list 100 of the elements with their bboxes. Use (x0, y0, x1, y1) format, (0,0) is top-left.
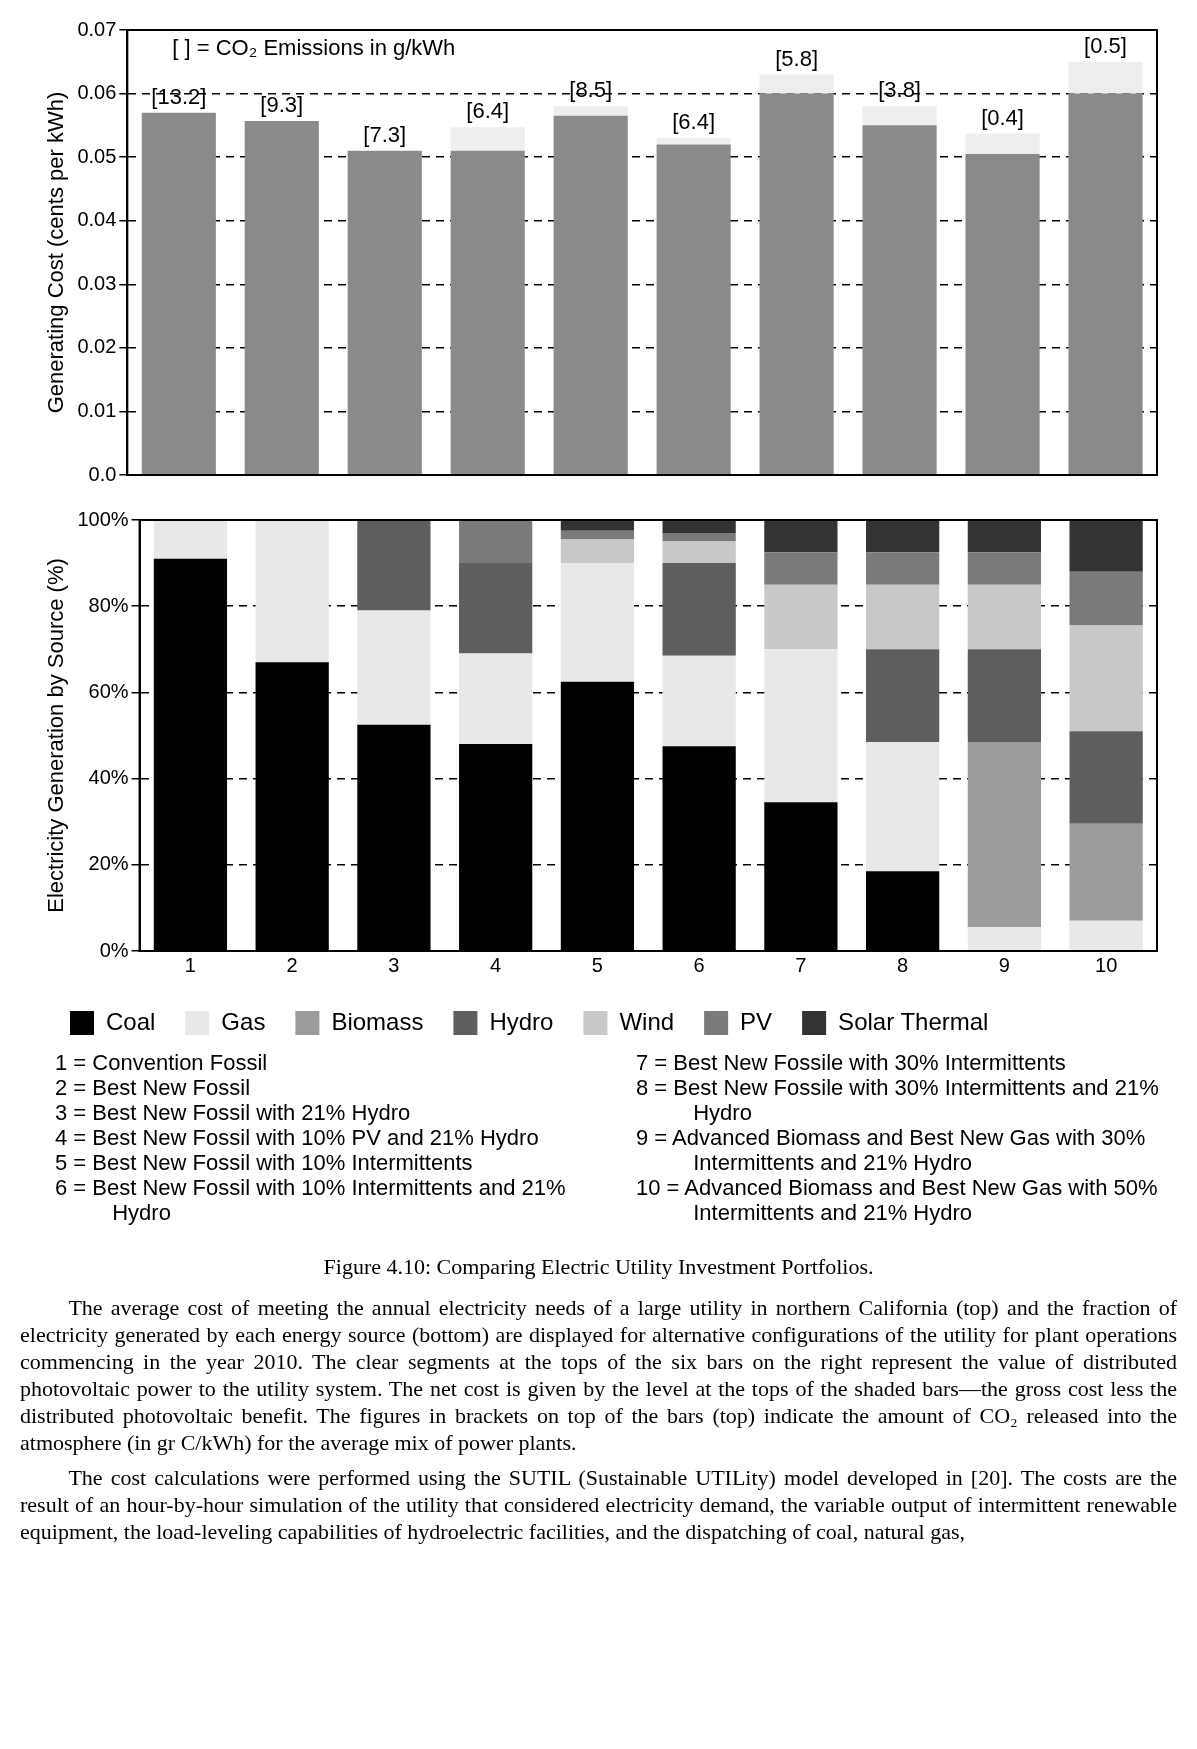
bar (244, 120, 319, 475)
text: 6 = Best New Fossil with 10% Intermittents and 21% Hydro (55, 1175, 567, 1225)
annotation: [13.2] (151, 83, 207, 109)
bar (450, 150, 525, 475)
x-tick-label: 4 (490, 953, 502, 976)
bar (357, 610, 431, 725)
y-tick-label: 60% (88, 679, 129, 702)
text: Figure 4.10: Comparing Electric Utility Investment Portfolios. (322, 1253, 875, 1280)
bar (1069, 571, 1143, 626)
bar (965, 133, 1040, 154)
x-tick-label: 10 (1095, 953, 1118, 976)
bar (560, 539, 635, 564)
bar (357, 520, 431, 611)
y-tick-label: 20% (88, 852, 129, 875)
y-tick-label: 0.03 (77, 271, 117, 294)
bar (153, 520, 228, 559)
bar (553, 106, 628, 116)
annotation: [6.4] (672, 109, 716, 135)
bar (450, 127, 525, 151)
bar (656, 144, 731, 475)
legend-label: Biomass (331, 1007, 424, 1035)
legend-label: Coal (106, 1007, 156, 1035)
bar (662, 655, 736, 747)
bar (553, 115, 628, 475)
bar (1068, 93, 1143, 475)
bar (866, 584, 940, 650)
y-tick-label: 0% (99, 938, 129, 961)
x-tick-label: 1 (184, 953, 196, 976)
bar (560, 563, 635, 682)
bar (347, 150, 422, 475)
bar (141, 112, 216, 475)
y-axis-title: Generating Cost (cents per kWh) (43, 91, 69, 414)
bar (459, 520, 533, 564)
text: The average cost of meeting the annual electricity needs of a large utility in northern California (top) and the fraction of electricity generated by each energy source (bottom) are displayed for alternative configurations of the utility for plant operations commencing in the year 2010. The clear segments at the tops of the six bars on the right represent the value of distributed photovoltaic power to the utility system. The net cost is given by the level at the tops of the shaded bars—the gross cost less the distributed photovoltaic benefit. The figures in brackets on top of the bars (top) indicate the amount of CO₂ released into the atmosphere (in gr C/kWh) for the average mix of power plants. (20, 1294, 1177, 1456)
legend-label: Solar Thermal (838, 1007, 989, 1035)
bar (1069, 520, 1143, 572)
text: 4 = Best New Fossil with 10% PV and 21% Hydro (55, 1125, 540, 1150)
text: 10 = Advanced Biomass and Best New Gas with 50% Intermittents and 21% Hydro (636, 1175, 1159, 1225)
bar (866, 649, 940, 742)
legend-label: Gas (221, 1007, 266, 1035)
bar (764, 584, 838, 650)
x-tick-label: 8 (897, 953, 909, 976)
annotation: [0.5] (1084, 32, 1127, 58)
y-tick-label: 0.04 (77, 208, 117, 231)
bar (967, 552, 1042, 585)
legend-label: Hydro (489, 1007, 554, 1035)
bar (862, 125, 937, 475)
x-tick-label: 3 (388, 953, 400, 976)
bar (965, 153, 1040, 475)
bar (967, 520, 1042, 553)
text: 1 = Convention Fossil (55, 1050, 269, 1075)
bar (662, 520, 736, 533)
legend-label: Wind (619, 1007, 675, 1035)
y-tick-label: 0.07 (77, 17, 117, 40)
bar (656, 138, 731, 145)
bar (459, 653, 533, 745)
bar (560, 530, 635, 540)
bar (255, 520, 329, 663)
bar (967, 927, 1042, 951)
text: 5 = Best New Fossil with 10% Intermittents (55, 1150, 474, 1175)
annotation: [ ] = CO₂ Emissions in g/kWh (172, 35, 456, 61)
y-tick-label: 0.02 (77, 335, 117, 358)
x-tick-label: 7 (795, 953, 807, 976)
y-tick-label: 100% (77, 507, 129, 530)
bar (866, 552, 940, 585)
annotation: [6.4] (466, 98, 510, 124)
bar (967, 584, 1042, 650)
text: 3 = Best New Fossil with 21% Hydro (55, 1100, 412, 1125)
y-tick-label: 0.05 (77, 144, 117, 167)
y-tick-label: 0.06 (77, 81, 117, 104)
bar (459, 563, 533, 654)
bar (764, 520, 838, 553)
text: 9 = Advanced Biomass and Best New Gas with 30% Intermittents and 21% Hydro (636, 1125, 1147, 1175)
bar (764, 649, 838, 803)
x-tick-label: 5 (591, 953, 603, 976)
bar (764, 552, 838, 585)
bar (560, 520, 635, 531)
text: 8 = Best New Fossile with 30% Intermittents and 21% Hydro (636, 1075, 1160, 1125)
annotation: [3.8] (878, 77, 921, 103)
text: The cost calculations were performed using the SUTIL (Sustainable UTILity) model developed in [20]. The costs are the result of an hour-by-hour simulation of the utility that considered electricity demand, the variable output of intermittent renewable equipment, the load-leveling capabilities of hydroelectric facilities, and the dispatching of coal, natural gas, (20, 1464, 1177, 1545)
bar (1069, 920, 1143, 951)
bar (866, 520, 940, 553)
annotation: [7.3] (363, 121, 407, 147)
legend-label: PV (740, 1007, 773, 1035)
bar (1068, 61, 1143, 94)
bar (967, 741, 1042, 928)
bar (759, 74, 834, 94)
bar (662, 532, 736, 542)
annotation: [8.5] (569, 77, 613, 103)
annotation: [5.8] (775, 45, 819, 71)
x-tick-label: 6 (693, 953, 705, 976)
annotation: [0.4] (981, 104, 1024, 130)
y-tick-label: 80% (88, 593, 129, 616)
bar (759, 93, 834, 475)
bar (1069, 625, 1143, 732)
bar (866, 741, 940, 872)
y-tick-label: 0.01 (77, 398, 117, 421)
bar (1069, 731, 1143, 824)
text: 7 = Best New Fossile with 30% Intermittents (636, 1050, 1067, 1075)
bar (662, 541, 736, 564)
